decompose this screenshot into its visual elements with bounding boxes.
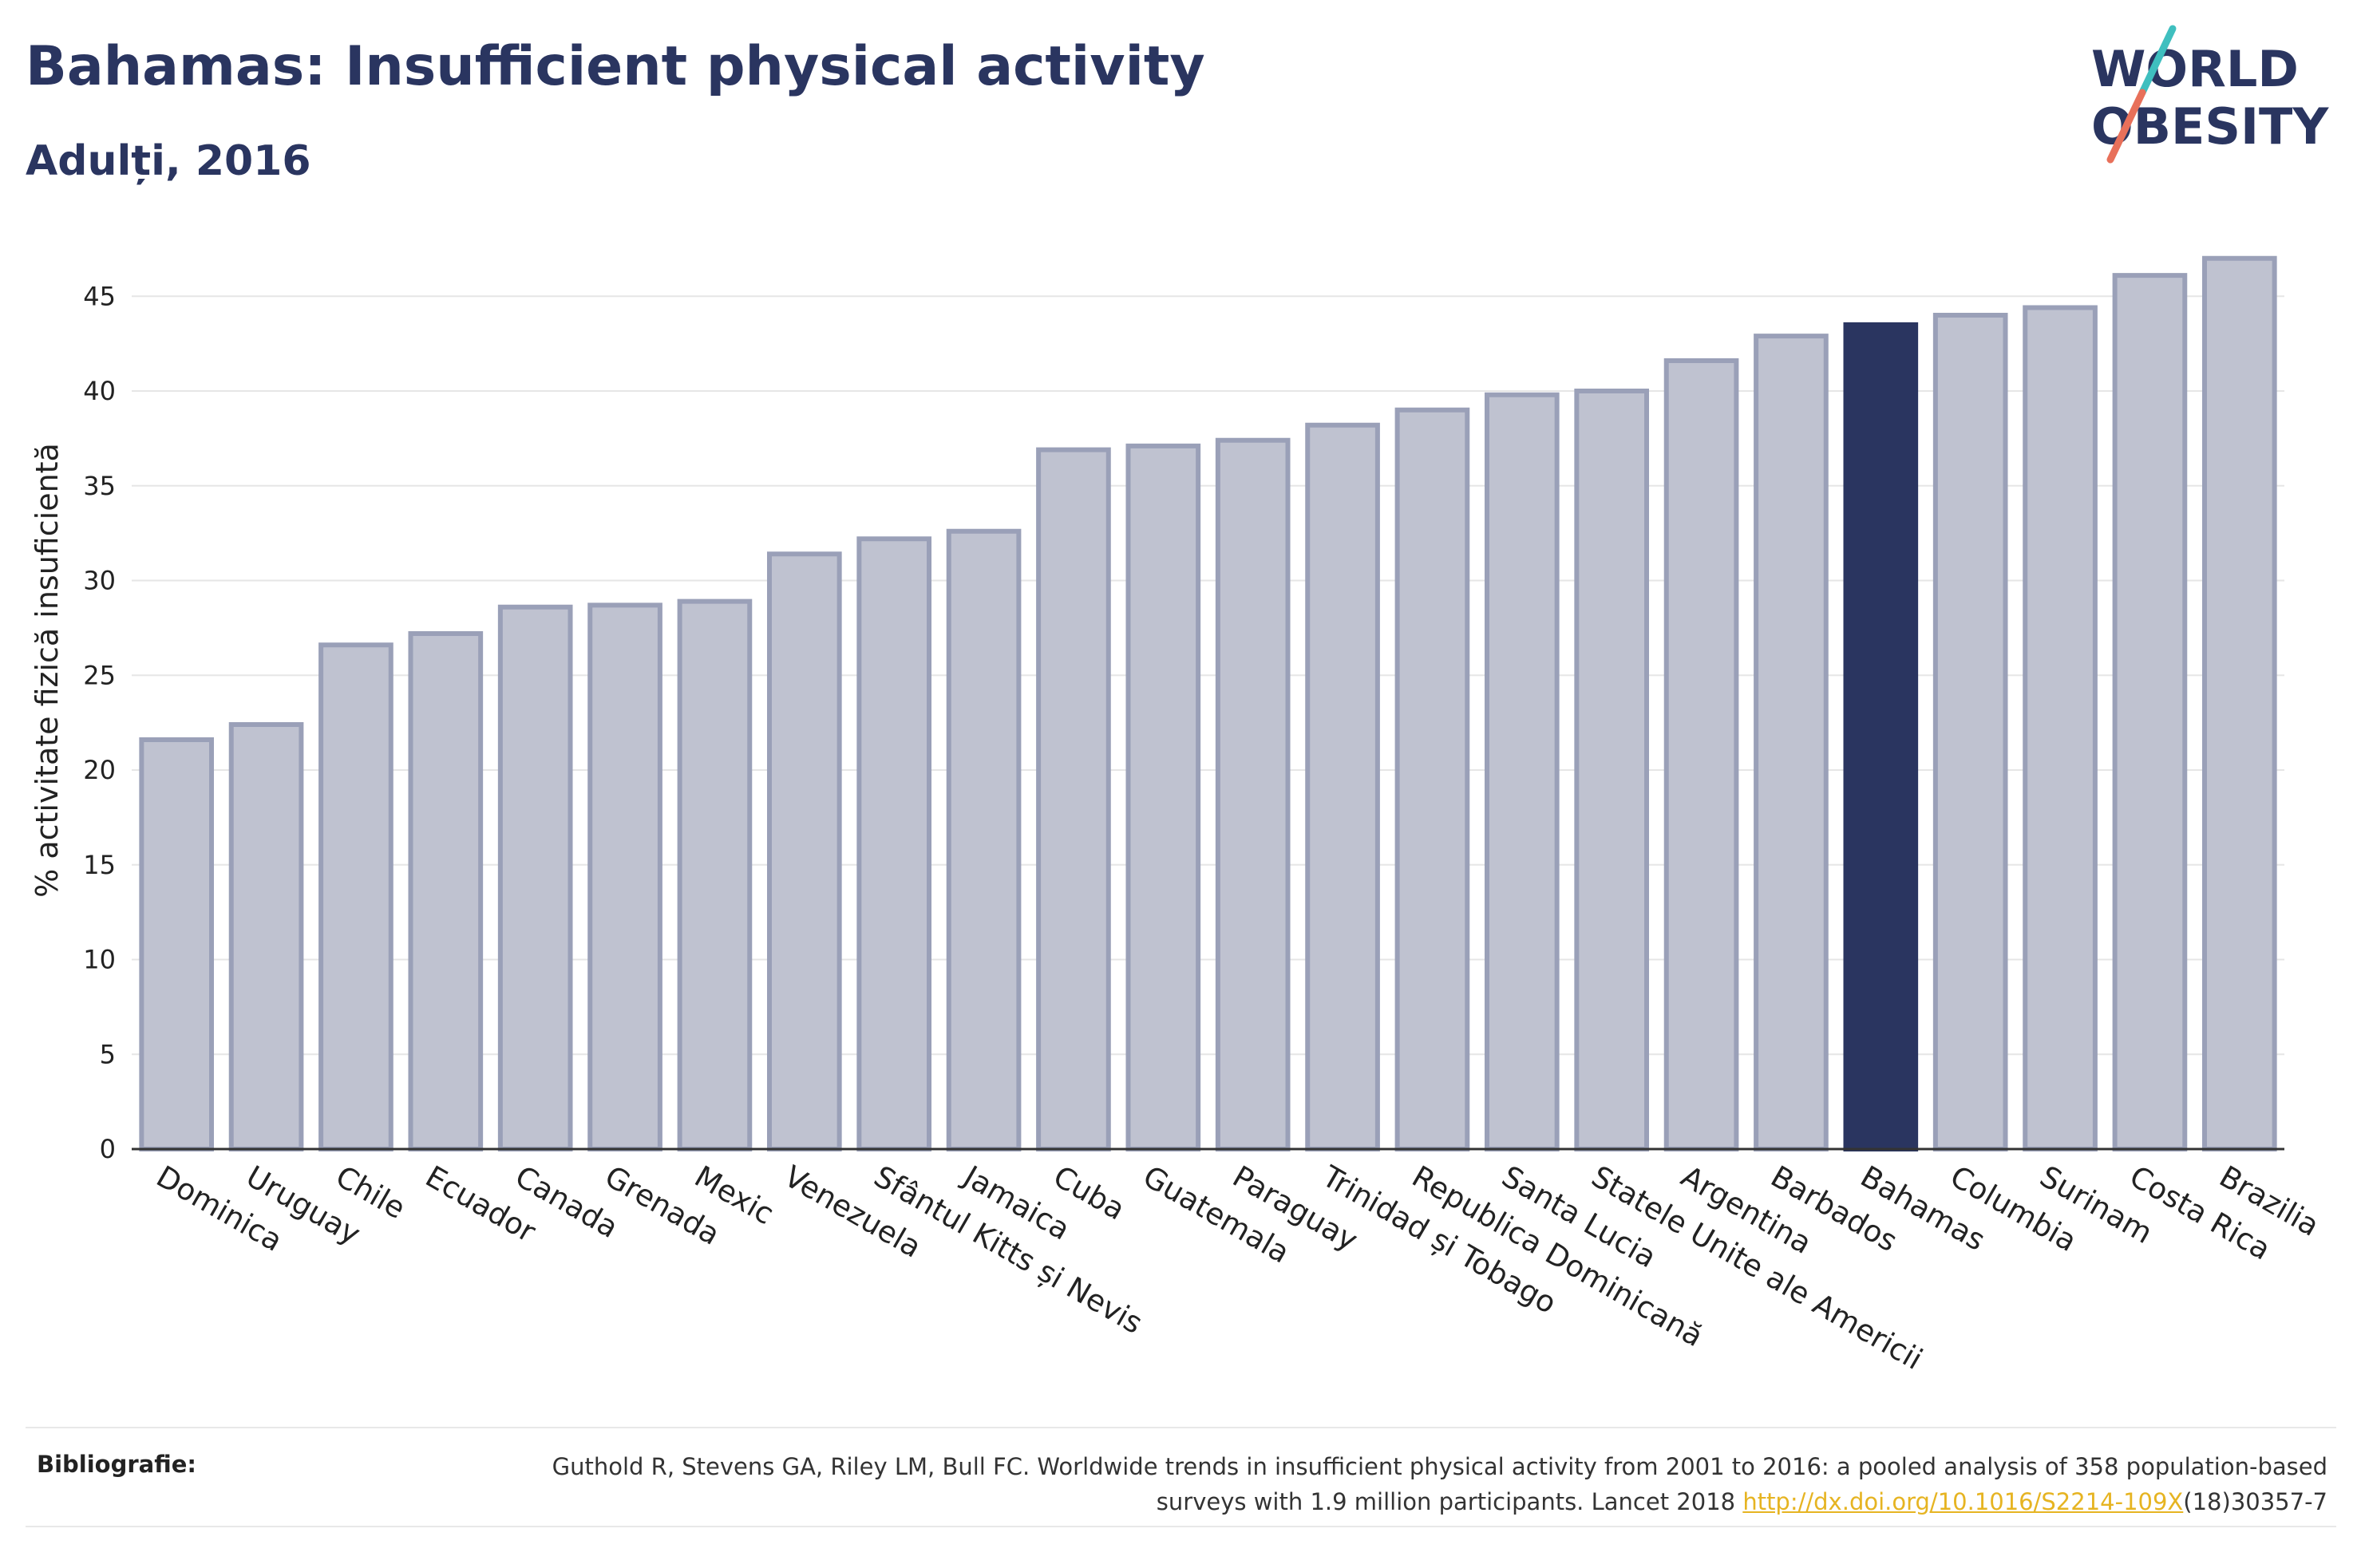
bar <box>1036 447 1111 1151</box>
bar <box>1394 407 1470 1151</box>
bar <box>139 737 215 1151</box>
y-tick-label: 5 <box>100 1039 116 1069</box>
bibliography-citation: Guthold R, Stevens GA, Riley LM, Bull FC… <box>552 1453 2327 1515</box>
logo-coral-slash <box>2106 89 2146 164</box>
bar-chart: 0 5 10 15 20 25 30 35 40 45 % activitate fizică in… <box>30 255 2325 1376</box>
chart-subtitle: Adulți, 2016 <box>26 137 311 185</box>
bar <box>2023 305 2098 1151</box>
bar <box>1843 322 1919 1151</box>
bar <box>766 551 842 1151</box>
world-obesity-logo: WORLD OBESITY <box>2091 25 2329 164</box>
y-tick-label: 20 <box>83 755 116 785</box>
bar <box>318 642 394 1151</box>
y-tick-label: 40 <box>83 376 116 406</box>
bar <box>497 604 573 1151</box>
bibliography-text: Guthold R, Stevens GA, Riley LM, Bull FC… <box>492 1449 2327 1519</box>
y-axis-label: % activitate fizică insuficientă <box>30 443 65 898</box>
y-tick-label: 30 <box>83 566 116 596</box>
y-tick-label: 0 <box>100 1134 116 1164</box>
y-tick-label: 10 <box>83 945 116 975</box>
bar <box>1754 334 1829 1151</box>
bar <box>1484 392 1560 1151</box>
logo-teal-slash <box>2138 25 2177 97</box>
bar <box>1305 422 1380 1151</box>
bar <box>1663 358 1739 1151</box>
bibliography-citation-suffix: (18)30357-7 <box>2183 1488 2327 1515</box>
logo-line2: OBESITY <box>2091 97 2329 156</box>
bar <box>2201 255 2277 1151</box>
bar <box>946 528 1022 1151</box>
y-tick-label: 35 <box>83 471 116 501</box>
bibliography-label: Bibliografie: <box>37 1451 196 1478</box>
bar <box>408 631 484 1151</box>
bar <box>1574 389 1650 1151</box>
bar <box>1932 313 2008 1151</box>
bar <box>1215 437 1291 1151</box>
logo-line1: WORLD <box>2091 40 2299 98</box>
bar <box>677 598 753 1151</box>
footer-divider-top <box>26 1427 2336 1428</box>
bar <box>2112 273 2188 1151</box>
bibliography-doi-link[interactable]: http://dx.doi.org/10.1016/S2214-109X <box>1742 1488 2184 1515</box>
y-tick-label: 25 <box>83 660 116 690</box>
bar <box>1125 443 1201 1151</box>
bar <box>587 602 662 1151</box>
chart-title: Bahamas: Insufficient physical activity <box>26 35 1205 98</box>
y-tick-label: 45 <box>83 281 116 311</box>
bar <box>228 722 304 1151</box>
bar <box>856 536 932 1151</box>
y-tick-label: 15 <box>83 850 116 880</box>
footer-divider-bottom <box>26 1526 2336 1527</box>
